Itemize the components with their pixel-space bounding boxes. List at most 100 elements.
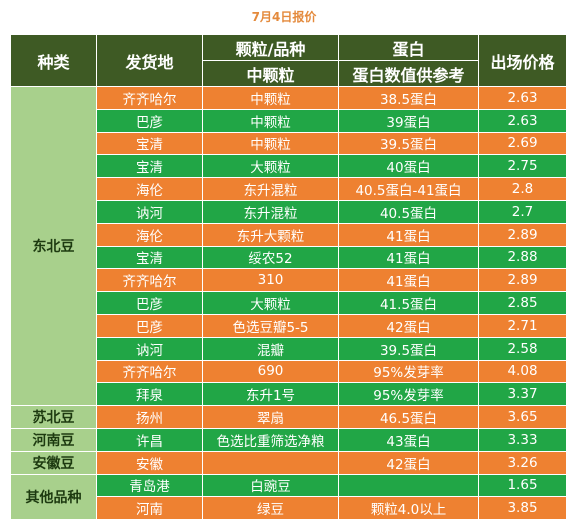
origin-cell: 齐齐哈尔 bbox=[96, 268, 203, 293]
price-cell: 2.63 bbox=[478, 108, 567, 133]
price-cell: 3.85 bbox=[478, 496, 567, 521]
origin-cell: 讷河 bbox=[96, 199, 203, 224]
category-cell: 安徽豆 bbox=[10, 450, 97, 475]
grain-cell: 绿豆 bbox=[202, 496, 339, 521]
protein-cell: 42蛋白 bbox=[338, 450, 479, 475]
table-row: 讷河 混瓣 39.5蛋白 2.58 bbox=[11, 336, 567, 361]
protein-cell: 95%发芽率 bbox=[338, 359, 479, 384]
origin-cell: 巴彦 bbox=[96, 108, 203, 133]
header-category: 种类 bbox=[10, 34, 97, 87]
table-row: 宝清 大颗粒 40蛋白 2.75 bbox=[11, 154, 567, 179]
origin-cell: 巴彦 bbox=[96, 291, 203, 315]
grain-cell: 东升混粒 bbox=[202, 199, 339, 224]
price-cell: 2.7 bbox=[478, 199, 567, 224]
table-row: 讷河 东升混粒 40.5蛋白 2.7 bbox=[11, 199, 567, 224]
price-cell: 2.71 bbox=[478, 313, 567, 338]
origin-cell: 齐齐哈尔 bbox=[96, 359, 203, 384]
header-grain-bottom: 中颗粒 bbox=[202, 60, 339, 87]
grain-cell: 东升混粒 bbox=[202, 177, 339, 201]
grain-cell bbox=[202, 450, 339, 475]
price-cell: 1.65 bbox=[478, 473, 567, 498]
origin-cell: 安徽 bbox=[96, 450, 203, 475]
price-cell: 3.26 bbox=[478, 450, 567, 475]
protein-cell: 95%发芽率 bbox=[338, 382, 479, 407]
price-cell: 2.58 bbox=[478, 336, 567, 361]
grain-cell: 混瓣 bbox=[202, 336, 339, 361]
table-row: 安徽豆 安徽 42蛋白 3.26 bbox=[10, 450, 567, 475]
protein-cell: 41.5蛋白 bbox=[338, 291, 479, 315]
grain-cell: 大颗粒 bbox=[202, 154, 339, 179]
table-body: 东北豆 齐齐哈尔 中颗粒 38.5蛋白 2.63 巴彦 中颗粒 39蛋白 2.63 宝清 中颗粒 39… bbox=[10, 85, 567, 521]
protein-cell: 40.5蛋白-41蛋白 bbox=[338, 177, 479, 201]
price-cell: 2.69 bbox=[478, 131, 567, 156]
table-row: 海伦 东升混粒 40.5蛋白-41蛋白 2.8 bbox=[11, 177, 567, 201]
table-row: 齐齐哈尔 310 41蛋白 2.89 bbox=[11, 268, 567, 293]
grain-cell: 东升大颗粒 bbox=[202, 222, 339, 247]
grain-cell: 翠扇 bbox=[202, 405, 339, 429]
price-cell: 2.89 bbox=[478, 268, 567, 293]
grain-cell: 绥农52 bbox=[202, 245, 339, 270]
protein-cell: 38.5蛋白 bbox=[338, 86, 479, 110]
protein-cell: 41蛋白 bbox=[338, 268, 479, 293]
origin-cell: 扬州 bbox=[96, 405, 203, 429]
grain-cell: 中颗粒 bbox=[202, 108, 339, 133]
protein-cell: 40蛋白 bbox=[338, 154, 479, 179]
origin-cell: 齐齐哈尔 bbox=[96, 86, 203, 110]
protein-cell: 颗粒4.0以上 bbox=[338, 496, 479, 521]
header-protein-bottom: 蛋白数值供参考 bbox=[338, 60, 479, 87]
price-cell: 2.89 bbox=[478, 222, 567, 247]
grain-cell: 东升1号 bbox=[202, 382, 339, 407]
header-origin: 发货地 bbox=[96, 34, 203, 87]
price-cell: 2.63 bbox=[478, 86, 567, 110]
table-row: 河南 绿豆 颗粒4.0以上 3.85 bbox=[11, 496, 567, 521]
header-price: 出场价格 bbox=[478, 34, 567, 87]
category-cell: 河南豆 bbox=[10, 427, 97, 452]
origin-cell: 巴彦 bbox=[96, 313, 203, 338]
category-cell: 其他品种 bbox=[10, 473, 97, 521]
protein-cell: 41蛋白 bbox=[338, 222, 479, 247]
header-protein-top: 蛋白 bbox=[338, 34, 479, 61]
origin-cell: 海伦 bbox=[96, 222, 203, 247]
table-row: 其他品种 青岛港 白豌豆 1.65 bbox=[10, 473, 567, 521]
origin-cell: 许昌 bbox=[96, 427, 203, 452]
origin-cell: 青岛港 bbox=[96, 473, 203, 498]
grain-cell: 白豌豆 bbox=[202, 473, 339, 498]
price-cell: 3.65 bbox=[478, 405, 567, 429]
origin-cell: 讷河 bbox=[96, 336, 203, 361]
protein-cell: 39.5蛋白 bbox=[338, 131, 479, 156]
origin-cell: 河南 bbox=[96, 496, 203, 521]
page-title: 7月4日报价 bbox=[251, 10, 317, 24]
protein-cell: 39蛋白 bbox=[338, 108, 479, 133]
origin-cell: 宝清 bbox=[96, 131, 203, 156]
grain-cell: 色选豆瓣5-5 bbox=[202, 313, 339, 338]
origin-cell: 宝清 bbox=[96, 245, 203, 270]
price-cell: 3.33 bbox=[478, 427, 567, 452]
origin-cell: 拜泉 bbox=[96, 382, 203, 407]
protein-cell: 43蛋白 bbox=[338, 427, 479, 452]
origin-cell: 宝清 bbox=[96, 154, 203, 179]
protein-cell: 40.5蛋白 bbox=[338, 199, 479, 224]
price-cell: 2.75 bbox=[478, 154, 567, 179]
grain-cell: 310 bbox=[202, 268, 339, 293]
table-row: 河南豆 许昌 色选比重筛选净粮 43蛋白 3.33 bbox=[10, 427, 567, 452]
protein-cell: 41蛋白 bbox=[338, 245, 479, 270]
table-row: 东北豆 齐齐哈尔 中颗粒 38.5蛋白 2.63 bbox=[10, 85, 567, 407]
price-cell: 2.85 bbox=[478, 291, 567, 315]
table-row: 苏北豆 扬州 翠扇 46.5蛋白 3.65 bbox=[10, 405, 567, 429]
table-row: 巴彦 中颗粒 39蛋白 2.63 bbox=[11, 108, 567, 133]
price-cell: 4.08 bbox=[478, 359, 567, 384]
table-row: 宝清 绥农52 41蛋白 2.88 bbox=[11, 245, 567, 270]
category-cell: 苏北豆 bbox=[10, 405, 97, 429]
table-row: 巴彦 大颗粒 41.5蛋白 2.85 bbox=[11, 291, 567, 315]
grain-cell: 大颗粒 bbox=[202, 291, 339, 315]
table-row: 海伦 东升大颗粒 41蛋白 2.89 bbox=[11, 222, 567, 247]
header-grain-top: 颗粒/品种 bbox=[202, 34, 339, 61]
grain-cell: 色选比重筛选净粮 bbox=[202, 427, 339, 452]
origin-cell: 海伦 bbox=[96, 177, 203, 201]
table-row: 巴彦 色选豆瓣5-5 42蛋白 2.71 bbox=[11, 313, 567, 338]
table-row: 拜泉 东升1号 95%发芽率 3.37 bbox=[11, 382, 567, 407]
price-cell: 3.37 bbox=[478, 382, 567, 407]
price-cell: 2.88 bbox=[478, 245, 567, 270]
protein-cell: 39.5蛋白 bbox=[338, 336, 479, 361]
protein-cell: 46.5蛋白 bbox=[338, 405, 479, 429]
